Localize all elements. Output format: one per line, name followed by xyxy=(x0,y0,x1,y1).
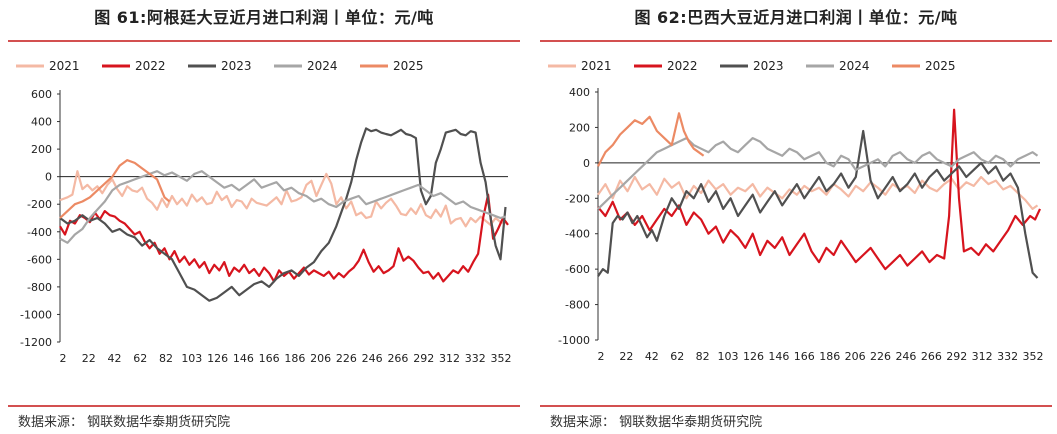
x-tick-label: 166 xyxy=(794,350,815,363)
legend-label-2023: 2023 xyxy=(221,59,252,73)
y-tick-label: 200 xyxy=(569,121,590,134)
footer-rule xyxy=(540,405,1052,407)
y-tick-label: 600 xyxy=(31,88,52,101)
x-tick-label: 332 xyxy=(997,350,1018,363)
legend-label-2021: 2021 xyxy=(49,59,80,73)
x-tick-label: 226 xyxy=(870,350,891,363)
y-tick-label: -1000 xyxy=(20,308,52,321)
legend-label-2024: 2024 xyxy=(307,59,338,73)
y-tick-label: -800 xyxy=(565,299,590,312)
x-tick-label: 186 xyxy=(819,350,840,363)
series-line-2024 xyxy=(59,170,506,244)
x-tick-label: 126 xyxy=(207,352,228,365)
x-tick-label: 312 xyxy=(439,352,460,365)
series-line-2022 xyxy=(59,193,509,283)
y-tick-label: -600 xyxy=(27,253,52,266)
x-tick-label: 42 xyxy=(645,350,659,363)
series-line-2021 xyxy=(597,175,1039,210)
x-tick-label: 2 xyxy=(60,352,67,365)
source-note: 数据来源： 钢联数据华泰期货研究院 xyxy=(18,415,231,430)
y-tick-label: -400 xyxy=(27,226,52,239)
footer-rule xyxy=(8,405,520,407)
series-line-2023 xyxy=(597,129,1039,279)
x-tick-label: 246 xyxy=(895,350,916,363)
y-tick-label: 0 xyxy=(45,171,52,184)
x-tick-label: 292 xyxy=(946,350,967,363)
series-line-2022 xyxy=(597,108,1041,271)
y-tick-label: -200 xyxy=(565,192,590,205)
line-chart-brazil: 2021 2022 2023 2024 2025 400 200 0 -200 -400 -600 -… xyxy=(548,59,1044,363)
x-tick-label: 292 xyxy=(413,352,434,365)
y-tick-label: 0 xyxy=(583,157,590,170)
legend-label-2022: 2022 xyxy=(135,59,166,73)
x-tick-label: 82 xyxy=(696,350,710,363)
x-tick-label: 2 xyxy=(598,350,605,363)
series-line-2021 xyxy=(59,170,506,228)
series-line-2023 xyxy=(59,127,507,302)
series-line-2025 xyxy=(59,158,171,219)
legend-label-2022: 2022 xyxy=(667,59,698,73)
x-tick-label: 146 xyxy=(233,352,254,365)
x-tick-label: 352 xyxy=(1023,350,1044,363)
y-tick-label: 400 xyxy=(31,116,52,129)
x-tick-label: 62 xyxy=(133,352,147,365)
y-tick-label: -800 xyxy=(27,281,52,294)
x-tick-label: 352 xyxy=(491,352,512,365)
chart-panel-argentina: 图 61:阿根廷大豆近月进口利润丨单位：元/吨 2021 2022 2023 2024… xyxy=(8,0,520,434)
y-tick-label: -400 xyxy=(565,228,590,241)
x-tick-label: 312 xyxy=(972,350,993,363)
x-tick-label: 82 xyxy=(159,352,173,365)
y-tick-label: 200 xyxy=(31,143,52,156)
x-tick-label: 166 xyxy=(259,352,280,365)
x-tick-label: 246 xyxy=(362,352,383,365)
source-note: 数据来源： 钢联数据华泰期货研究院 xyxy=(550,415,763,430)
series-line-2024 xyxy=(597,136,1039,210)
x-tick-label: 206 xyxy=(845,350,866,363)
y-tick-label: -1000 xyxy=(558,334,590,347)
x-tick-label: 62 xyxy=(670,350,684,363)
legend-label-2021: 2021 xyxy=(581,59,612,73)
legend-label-2025: 2025 xyxy=(925,59,956,73)
x-tick-label: 103 xyxy=(718,350,739,363)
y-tick-label: -600 xyxy=(565,263,590,276)
x-tick-label: 226 xyxy=(336,352,357,365)
legend-label-2023: 2023 xyxy=(753,59,784,73)
y-tick-label: 400 xyxy=(569,86,590,99)
x-tick-label: 146 xyxy=(768,350,789,363)
chart-panel-brazil: 图 62:巴西大豆近月进口利润丨单位：元/吨 2021 2022 2023 2024 2… xyxy=(540,0,1052,434)
legend-label-2025: 2025 xyxy=(393,59,424,73)
legend-label-2024: 2024 xyxy=(839,59,870,73)
x-tick-label: 266 xyxy=(387,352,408,365)
series-line-2025 xyxy=(597,112,705,167)
x-tick-label: 22 xyxy=(619,350,633,363)
x-tick-label: 103 xyxy=(181,352,202,365)
x-tick-label: 126 xyxy=(743,350,764,363)
chart-title: 图 62:巴西大豆近月进口利润丨单位：元/吨 xyxy=(634,8,958,27)
chart-title: 图 61:阿根廷大豆近月进口利润丨单位：元/吨 xyxy=(94,8,434,27)
y-tick-label: -200 xyxy=(27,198,52,211)
x-tick-label: 266 xyxy=(921,350,942,363)
x-tick-label: 22 xyxy=(82,352,96,365)
x-tick-label: 332 xyxy=(465,352,486,365)
x-tick-label: 186 xyxy=(284,352,305,365)
x-tick-label: 206 xyxy=(310,352,331,365)
title-rule xyxy=(8,40,520,42)
line-chart-argentina: 2021 2022 2023 2024 2025 600 400 200 0 -200 -400 -6… xyxy=(16,59,512,365)
y-tick-label: -1200 xyxy=(20,336,52,349)
title-rule xyxy=(540,40,1052,42)
x-tick-label: 42 xyxy=(108,352,122,365)
